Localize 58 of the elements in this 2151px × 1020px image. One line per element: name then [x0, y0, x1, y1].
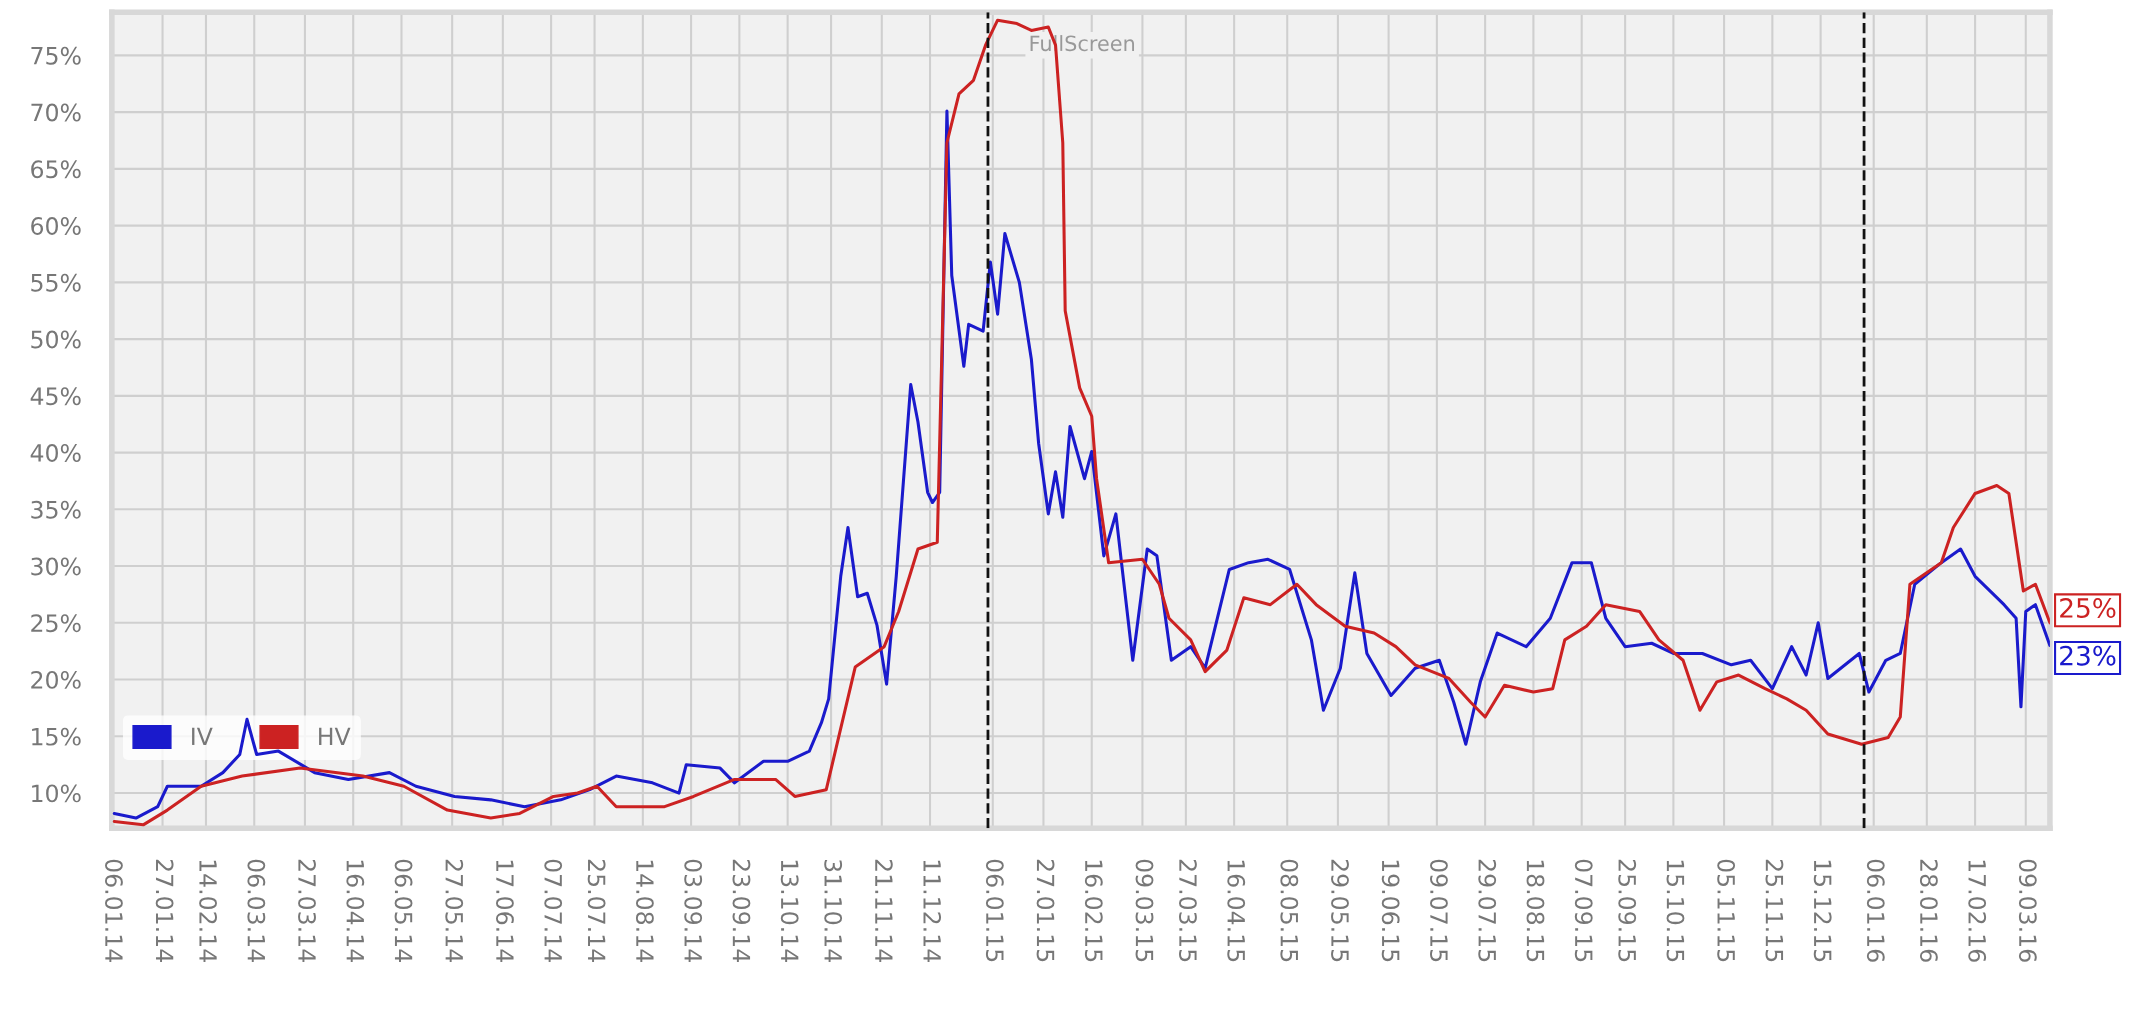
x-tick-label: 28.01.16	[1919, 859, 1938, 962]
y-tick-label: 35%	[31, 500, 81, 519]
y-tick-label: 40%	[30, 444, 81, 462]
x-tick-label: 06.03.14	[247, 859, 266, 962]
x-tick-label: 05.11.15	[1717, 859, 1736, 962]
x-tick-label: 09.07.15	[1430, 859, 1448, 962]
x-tick-label: 07.09.15	[1574, 859, 1593, 962]
y-tick-label: 20%	[31, 671, 81, 689]
x-tick-label: 09.03.15	[1135, 859, 1154, 962]
x-tick-label: 29.05.15	[1331, 859, 1349, 962]
legend-label: IV	[192, 727, 213, 745]
x-tick-label: 16.04.14	[346, 860, 365, 962]
x-tick-label: 18.08.15	[1526, 860, 1545, 962]
x-tick-label: 21.11.14	[875, 859, 893, 962]
y-tick-label: 50%	[31, 330, 81, 349]
y-tick-label: 60%	[31, 217, 81, 235]
x-tick-label: 16.02.15	[1084, 860, 1103, 962]
x-tick-label: 11.12.14	[923, 860, 942, 962]
x-tick-label: 27.03.15	[1179, 859, 1197, 962]
y-tick-label: 10%	[32, 784, 81, 803]
x-tick-label: 27.03.14	[298, 859, 316, 962]
x-tick-label: 29.07.15	[1478, 859, 1497, 962]
y-tick-label: 55%	[31, 273, 81, 292]
x-tick-label: 06.01.16	[1866, 859, 1885, 962]
x-tick-label: 19.06.15	[1381, 860, 1400, 962]
x-tick-label: 17.02.16	[1968, 860, 1987, 962]
x-tick-label: 16.04.15	[1227, 860, 1246, 962]
x-tick-label: 09.03.16	[2018, 859, 2037, 962]
y-tick-label: 25%	[31, 614, 81, 633]
x-tick-label: 08.05.15	[1280, 859, 1299, 962]
y-tick-label: 65%	[31, 160, 81, 179]
x-tick-label: 27.05.14	[445, 859, 464, 962]
x-tick-label: 06.05.14	[394, 859, 413, 962]
y-tick-label: 30%	[31, 557, 81, 576]
x-tick-label: 25.11.15	[1765, 859, 1784, 962]
x-tick-label: 03.09.14	[684, 859, 703, 962]
x-tick-label: 31.10.14	[824, 859, 843, 962]
legend-label: HV	[319, 727, 351, 745]
y-tick-label: 45%	[30, 387, 81, 406]
x-tick-label: 25.09.15	[1618, 859, 1637, 962]
annotation: 25%	[2060, 598, 2116, 618]
x-tick-label: 23.09.14	[732, 859, 751, 962]
y-tick-label: 70%	[31, 103, 81, 122]
x-tick-label: 06.01.15	[985, 859, 1004, 962]
x-tick-label: 07.07.14	[544, 859, 563, 962]
x-tick-label: 06.01.14	[105, 859, 123, 962]
x-tick-label: 25.07.14	[587, 859, 606, 962]
x-tick-label: 14.02.14	[199, 860, 217, 962]
x-tick-label: 15.12.15	[1813, 860, 1832, 962]
annotation: 23%	[2060, 645, 2116, 666]
x-tick-label: 27.01.14	[155, 859, 174, 962]
x-tick-label: 15.10.15	[1666, 860, 1685, 962]
y-tick-label: 75%	[31, 46, 81, 65]
x-tick-label: 14.08.14	[635, 860, 654, 962]
y-tick-label: 15%	[32, 727, 81, 746]
x-tick-label: 13.10.14	[780, 860, 799, 962]
x-tick-label: 27.01.15	[1036, 859, 1055, 962]
x-tick-label: 17.06.14	[495, 860, 514, 962]
